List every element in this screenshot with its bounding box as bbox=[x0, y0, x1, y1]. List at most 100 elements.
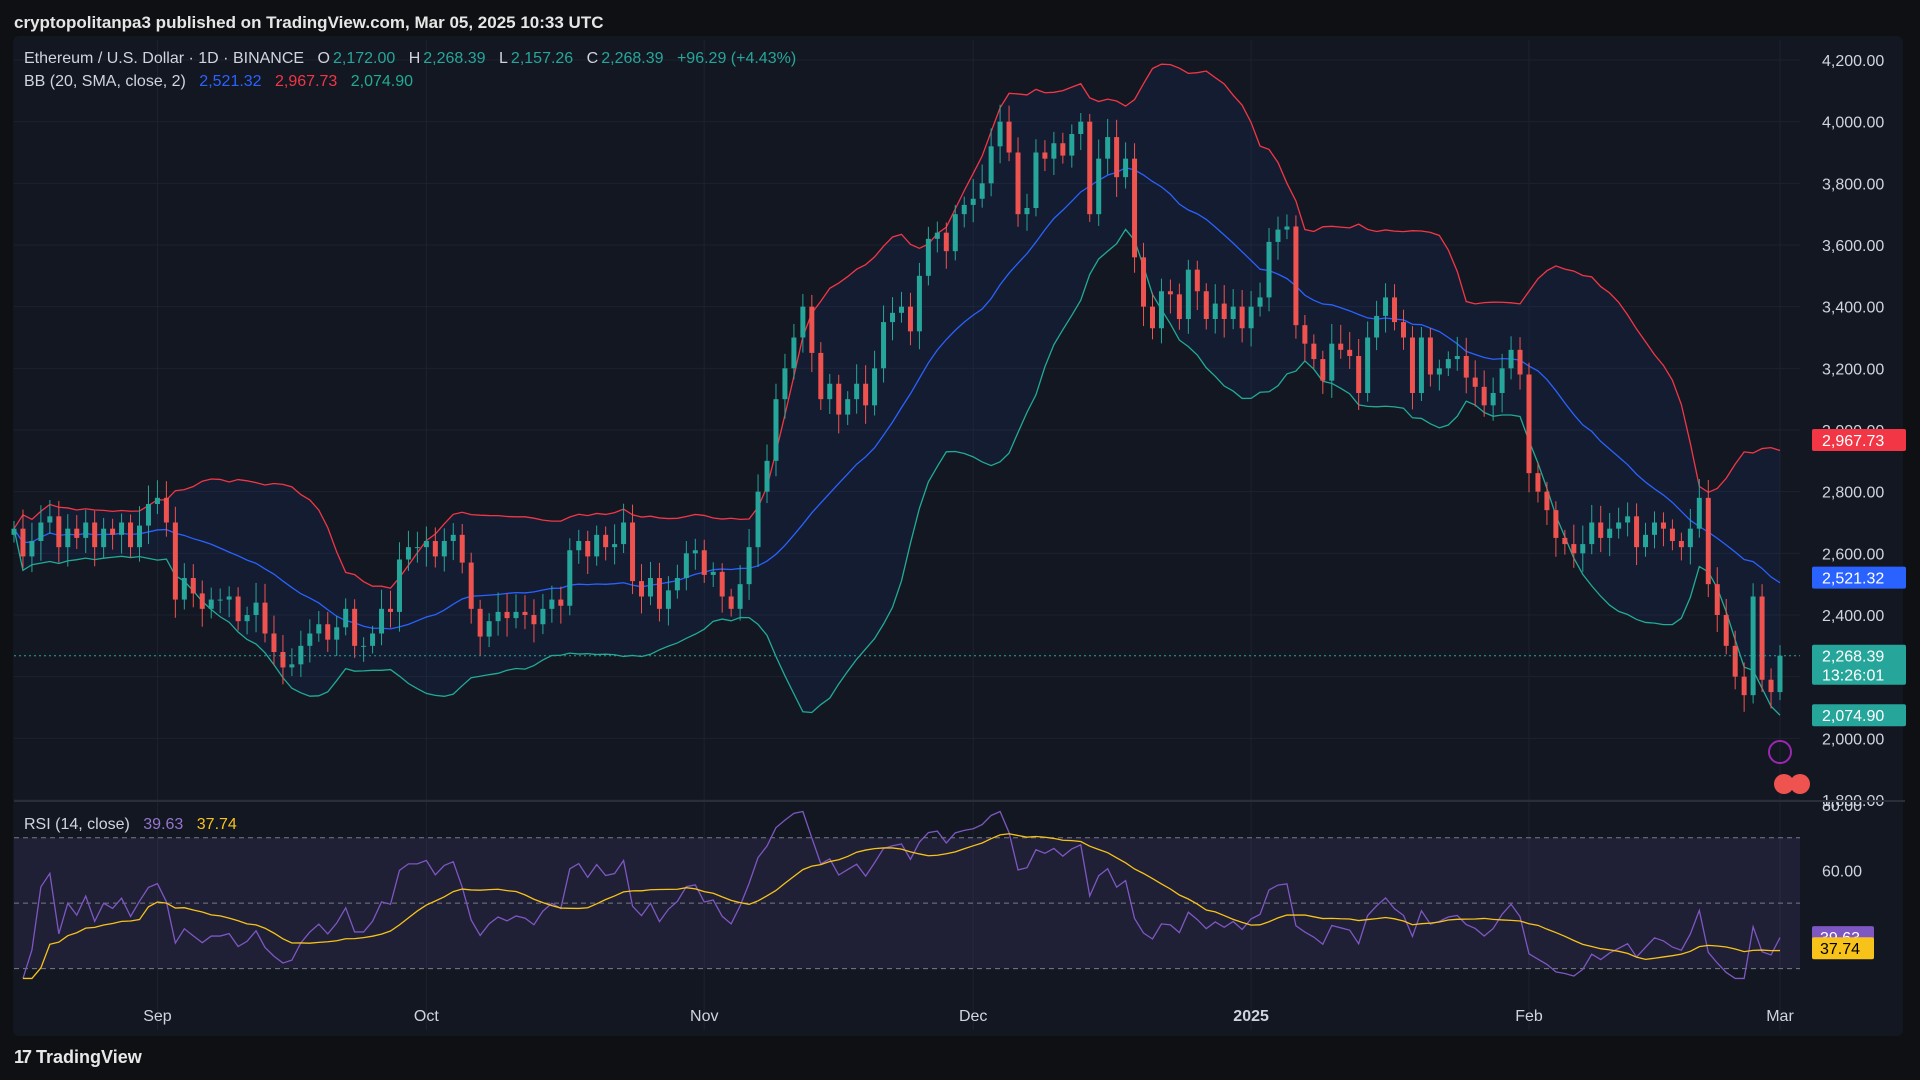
candle-body bbox=[881, 322, 887, 369]
candle-body bbox=[1427, 337, 1433, 375]
candle-body bbox=[890, 312, 896, 323]
candle-body bbox=[441, 541, 447, 557]
candle-body bbox=[1230, 306, 1236, 319]
candle-body bbox=[1078, 121, 1084, 134]
change-value: +96.29 (+4.43%) bbox=[676, 50, 797, 67]
bb-basis-value: 2,521.32 bbox=[199, 73, 262, 90]
candle-body bbox=[979, 183, 985, 199]
symbol-title[interactable]: Ethereum / U.S. Dollar · 1D · BINANCE bbox=[24, 50, 305, 67]
candle-body bbox=[47, 516, 53, 523]
candle-body bbox=[217, 599, 223, 601]
candle-body bbox=[961, 204, 967, 215]
candle-body bbox=[316, 624, 322, 634]
candle-body bbox=[1625, 516, 1631, 523]
candle-body bbox=[128, 522, 134, 548]
candle-body bbox=[934, 232, 940, 239]
candle-body bbox=[630, 522, 636, 582]
footer-brand[interactable]: 17 TradingView bbox=[14, 1044, 142, 1070]
last-price-tag bbox=[1812, 644, 1906, 685]
publish-text: cryptopolitanpa3 published on TradingVie… bbox=[14, 13, 604, 32]
price-tick-label: 2,400.00 bbox=[1822, 608, 1884, 625]
low-label: L bbox=[499, 50, 508, 67]
candle-body bbox=[1571, 544, 1577, 554]
bb-label[interactable]: BB (20, SMA, close, 2) bbox=[24, 73, 186, 90]
price-tick-label: 2,800.00 bbox=[1822, 485, 1884, 502]
candle-body bbox=[1329, 343, 1335, 381]
candle-body bbox=[728, 596, 734, 609]
price-tick-label: 3,600.00 bbox=[1822, 238, 1884, 255]
candle-body bbox=[522, 611, 528, 615]
candle-body bbox=[307, 633, 313, 646]
bb-lower-price-text: 2,074.90 bbox=[1822, 708, 1884, 725]
candle-body bbox=[280, 652, 286, 668]
candle-body bbox=[943, 232, 949, 252]
symbol-legend: Ethereum / U.S. Dollar · 1D · BINANCE O 2… bbox=[24, 50, 799, 68]
candle-body bbox=[235, 596, 241, 622]
candle-body bbox=[1149, 306, 1155, 329]
candle-body bbox=[226, 596, 232, 600]
candle-body bbox=[1302, 325, 1308, 344]
candle-body bbox=[495, 611, 501, 622]
candle-body bbox=[208, 599, 214, 609]
bb-upper-price-tag bbox=[1812, 428, 1906, 451]
candle-body bbox=[1239, 306, 1245, 329]
candle-body bbox=[1651, 522, 1657, 535]
candle-body bbox=[1096, 158, 1102, 215]
candle-body bbox=[576, 541, 582, 551]
candle-body bbox=[863, 383, 869, 406]
candle-body bbox=[423, 541, 429, 548]
candle-body bbox=[414, 547, 420, 549]
candle-body bbox=[1293, 226, 1299, 326]
candle-body bbox=[74, 528, 80, 538]
candle-body bbox=[639, 581, 645, 597]
candle-body bbox=[1678, 541, 1684, 548]
candle-body bbox=[396, 559, 402, 612]
candle-body bbox=[836, 383, 842, 415]
candle-body bbox=[343, 608, 349, 628]
candle-body bbox=[262, 602, 268, 634]
candle-body bbox=[1535, 473, 1541, 492]
candle-body bbox=[827, 383, 833, 400]
candle-body bbox=[1105, 137, 1111, 159]
candle-body bbox=[1383, 297, 1389, 316]
candle-body bbox=[621, 522, 627, 545]
candle-body bbox=[110, 528, 116, 535]
low-value: 2,157.26 bbox=[510, 50, 574, 67]
candle-body bbox=[854, 383, 860, 400]
candle-body bbox=[1374, 315, 1380, 338]
candle-body bbox=[1445, 359, 1451, 369]
candle-body bbox=[459, 534, 465, 563]
candle-body bbox=[1248, 306, 1254, 329]
candle-body bbox=[540, 608, 546, 625]
price-tick-label: 2,000.00 bbox=[1822, 731, 1884, 748]
candle-body bbox=[1409, 337, 1415, 393]
candle-body bbox=[567, 550, 573, 606]
candle-body bbox=[325, 624, 331, 640]
candle-body bbox=[1472, 377, 1478, 387]
candle-body bbox=[764, 460, 770, 492]
candle-body bbox=[952, 214, 958, 252]
open-label: O bbox=[317, 50, 330, 67]
candle-body bbox=[65, 528, 71, 548]
candle-body bbox=[119, 522, 125, 535]
rsi-label[interactable]: RSI (14, close) bbox=[24, 816, 130, 833]
rsi-tick-label: 80.00 bbox=[1822, 798, 1862, 815]
candle-body bbox=[1643, 534, 1649, 548]
rsi-ma-line bbox=[22, 833, 1781, 980]
candle-body bbox=[1284, 226, 1290, 230]
candle-body bbox=[56, 516, 62, 548]
candle-body bbox=[379, 608, 385, 634]
candle-body bbox=[1167, 291, 1173, 295]
candle-body bbox=[1526, 374, 1532, 474]
candle-body bbox=[1598, 522, 1604, 538]
time-tick-label: Sep bbox=[143, 1008, 172, 1025]
candle-body bbox=[172, 522, 178, 600]
time-tick-label: Oct bbox=[414, 1008, 439, 1025]
candle-body bbox=[29, 541, 35, 557]
candle-body bbox=[791, 337, 797, 369]
bb-lower-value: 2,074.90 bbox=[350, 73, 414, 90]
candle-body bbox=[1634, 516, 1640, 548]
candle-body bbox=[710, 571, 716, 575]
high-label: H bbox=[408, 50, 421, 67]
